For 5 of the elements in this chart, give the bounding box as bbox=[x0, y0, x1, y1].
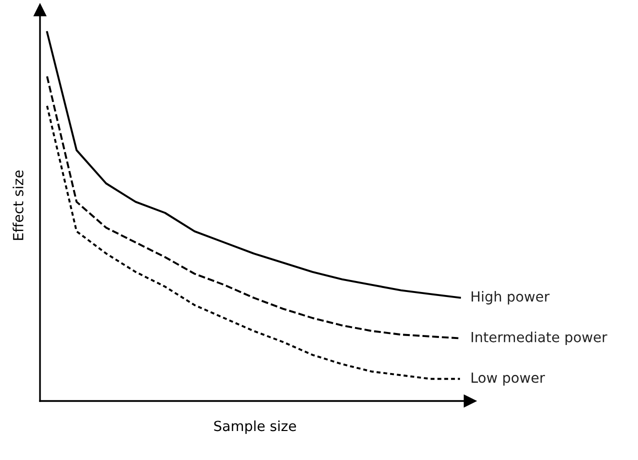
x-axis-title: Sample size bbox=[214, 420, 296, 434]
y-axis-title: Effect size bbox=[12, 170, 24, 240]
series-label: High power bbox=[472, 290, 550, 304]
series-label: Low power bbox=[472, 372, 545, 386]
series-label: Intermediate power bbox=[472, 332, 608, 346]
